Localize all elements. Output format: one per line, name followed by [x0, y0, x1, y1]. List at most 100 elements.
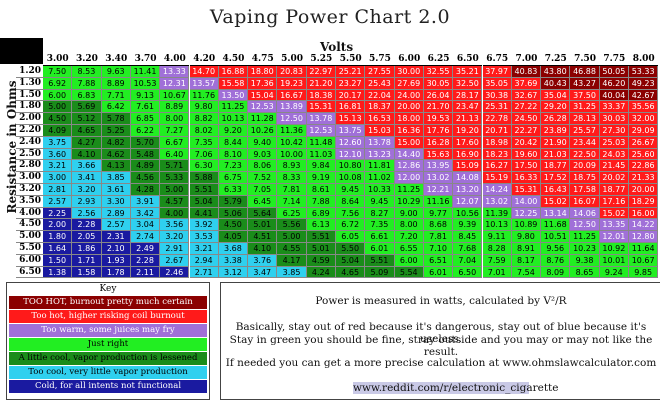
heatmap-cell: 7.20: [394, 231, 424, 243]
heatmap-cell: 11.28: [248, 113, 278, 125]
heatmap-cell: 5.01: [248, 219, 278, 232]
heatmap-cell: 21.20: [306, 77, 336, 90]
heatmap-cell: 2.28: [130, 254, 161, 267]
heatmap-cell: 18.98: [482, 136, 512, 149]
heatmap-cell: 6.33: [218, 184, 249, 196]
reddit-link[interactable]: www.reddit.com/r/electronic_cigarette: [353, 382, 559, 394]
heatmap-cell: 8.06: [248, 160, 278, 173]
heatmap-cell: 6.92: [43, 77, 73, 90]
heatmap-cell: 5.00: [43, 101, 73, 114]
heatmap-cell: 18.38: [306, 89, 336, 102]
heatmap-cell: 4.00: [160, 207, 190, 220]
heatmap-cell: 4.05: [218, 231, 249, 243]
heatmap-cell: 13.78: [365, 136, 395, 149]
heatmap-cell: 26.67: [629, 136, 659, 149]
heatmap-cell: 18.77: [599, 184, 629, 196]
heatmap-cell: 4.28: [130, 184, 161, 196]
heatmap-cell: 1.78: [101, 266, 131, 279]
heatmap-cell: 8.93: [277, 160, 307, 173]
heatmap-cell: 12.53: [248, 101, 278, 114]
heatmap-cell: 4.55: [277, 243, 307, 255]
heatmap-cell: 22.78: [482, 113, 512, 125]
heatmap-cell: 24.50: [511, 113, 542, 125]
heatmap-cell: 11.68: [541, 219, 571, 232]
heatmap-cell: 4.89: [130, 160, 161, 173]
heatmap-cell: 5.54: [394, 266, 424, 279]
heatmap-cell: 13.23: [365, 148, 395, 161]
ohm-header: 6.00: [16, 254, 43, 267]
heatmap-cell: 9.38: [570, 254, 600, 267]
heatmap-cell: 6.42: [101, 101, 131, 114]
heatmap-cell: 11.03: [306, 148, 336, 161]
heatmap-cell: 27.22: [511, 101, 542, 114]
heatmap-cell: 15.03: [365, 125, 395, 137]
x-axis-label: Volts: [320, 40, 354, 54]
heatmap-cell: 7.68: [453, 243, 483, 255]
heatmap-cell: 15.13: [336, 113, 366, 125]
heatmap-cell: 8.00: [394, 219, 424, 232]
heatmap-cell: 7.04: [453, 254, 483, 267]
heatmap-cell: 14.06: [570, 207, 600, 220]
heatmap-cell: 7.54: [511, 266, 542, 279]
heatmap-cell: 13.20: [453, 184, 483, 196]
heatmap-cell: 40.83: [511, 66, 542, 78]
heatmap-cell: 3.76: [248, 254, 278, 267]
heatmap-cell: 31.25: [570, 101, 600, 114]
ohm-header: 3.50: [16, 195, 43, 208]
heatmap-cell: 5.48: [130, 148, 161, 161]
heatmap-cell: 8.28: [482, 243, 512, 255]
heatmap-cell: 11.25: [570, 231, 600, 243]
heatmap-cell: 3.61: [101, 184, 131, 196]
heatmap-cell: 35.05: [482, 77, 512, 90]
heatmap-cell: 14.00: [511, 195, 542, 208]
heatmap-cell: 2.31: [101, 231, 131, 243]
heatmap-cell: 8.09: [541, 266, 571, 279]
heatmap-cell: 3.38: [218, 254, 249, 267]
heatmap-cell: 5.01: [306, 243, 336, 255]
heatmap-cell: 10.51: [541, 231, 571, 243]
heatmap-cell: 32.00: [629, 113, 659, 125]
ohm-header: 4.50: [16, 219, 43, 232]
heatmap-cell: 6.01: [365, 243, 395, 255]
heatmap-cell: 11.81: [365, 160, 395, 173]
heatmap-cell: 4.10: [248, 243, 278, 255]
heatmap-cell: 3.21: [43, 160, 73, 173]
heatmap-cell: 20.09: [570, 160, 600, 173]
heatmap-cell: 21.90: [541, 136, 571, 149]
heatmap-cell: 7.88: [72, 77, 102, 90]
heatmap-cell: 8.61: [306, 184, 336, 196]
heatmap-cell: 6.61: [365, 231, 395, 243]
key-item: TOO HOT, burnout pretty much certain: [9, 296, 207, 309]
heatmap-cell: 3.92: [189, 219, 219, 232]
heatmap-cell: 37.97: [482, 66, 512, 78]
heatmap-cell: 21.13: [453, 113, 483, 125]
heatmap-cell: 29.09: [629, 125, 659, 137]
volt-header: 3.40: [101, 54, 131, 66]
heatmap-cell: 16.53: [365, 113, 395, 125]
heatmap-cell: 10.67: [160, 89, 190, 102]
heatmap-cell: 6.00: [394, 254, 424, 267]
heatmap-cell: 12.50: [570, 219, 600, 232]
heatmap-cell: 2.25: [43, 207, 73, 220]
heatmap-cell: 4.65: [72, 125, 102, 137]
heatmap-cell: 25.31: [482, 101, 512, 114]
volt-header: 4.00: [160, 54, 190, 66]
heatmap-cell: 23.44: [570, 136, 600, 149]
heatmap-cell: 12.01: [599, 231, 629, 243]
volt-header: 6.25: [423, 54, 454, 66]
heatmap-cell: 9.63: [101, 66, 131, 78]
heatmap-cell: 15.19: [482, 172, 512, 184]
ohm-header: 5.50: [16, 243, 43, 255]
ohm-header: 1.50: [16, 89, 43, 102]
heatmap-cell: 10.92: [599, 243, 629, 255]
heatmap-cell: 3.00: [43, 172, 73, 184]
heatmap-cell: 6.00: [43, 89, 73, 102]
volt-header: 4.20: [189, 54, 219, 66]
heatmap-cell: 16.00: [629, 207, 659, 220]
heatmap-cell: 40.04: [599, 89, 629, 102]
heatmap-cell: 10.89: [511, 219, 542, 232]
ohm-header: 1.80: [16, 101, 43, 114]
heatmap-cell: 12.60: [336, 136, 366, 149]
key-item: Too warm, some juices may fry: [9, 324, 207, 337]
volt-header: 7.75: [599, 54, 629, 66]
